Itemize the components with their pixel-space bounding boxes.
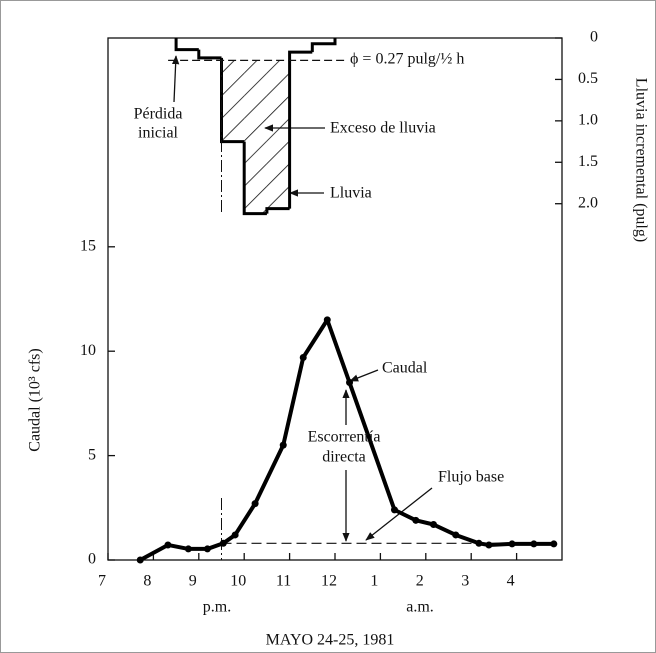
discharge-point: [346, 379, 354, 387]
discharge-point: [184, 545, 192, 553]
x-tick-label: 12: [321, 573, 337, 590]
y-tick-label: 0: [88, 551, 96, 568]
x-tick-label: 3: [461, 573, 469, 590]
excess-hatch: [221, 60, 245, 142]
excess-hatch: [266, 60, 290, 209]
discharge-point: [136, 556, 144, 564]
phi-label: ϕ = 0.27 pulg/½ h: [350, 51, 464, 68]
discharge-point: [323, 316, 331, 324]
rain-step: [265, 207, 290, 214]
annotation: Pérdida: [134, 106, 183, 123]
rain-step: [310, 38, 337, 53]
discharge-point: [452, 531, 460, 539]
x-tick-label: 10: [230, 573, 246, 590]
x-tick-label: 1: [370, 573, 378, 590]
y2-tick-label: 2.0: [578, 194, 598, 211]
y2-tick-label: 0.5: [578, 70, 598, 87]
y-tick-label: 10: [80, 342, 96, 359]
discharge-point: [485, 541, 493, 549]
discharge-point: [219, 539, 227, 547]
discharge-point: [231, 531, 239, 539]
y2-axis-label: Lluvia incremental (pulg): [632, 78, 649, 242]
annotation: Lluvia: [330, 185, 372, 202]
y2-tick-label: 1.0: [578, 112, 598, 129]
rain-step: [174, 38, 199, 52]
discharge-point: [279, 441, 287, 449]
x-tick-label: 11: [276, 573, 291, 590]
discharge-point: [475, 539, 483, 547]
discharge-point: [203, 545, 211, 553]
y-tick-label: 15: [80, 237, 96, 254]
annotation: Escorrentía: [308, 429, 381, 446]
y2-tick-label: 1.5: [578, 153, 598, 170]
discharge-point: [164, 541, 172, 549]
discharge-point: [530, 540, 538, 548]
x-axis-label: MAYO 24-25, 1981: [266, 632, 395, 649]
annotation: directa: [322, 449, 366, 466]
annotation: a.m.: [406, 599, 434, 616]
annotation: p.m.: [203, 599, 231, 616]
discharge-point: [412, 516, 420, 524]
x-tick-label: 8: [143, 573, 151, 590]
y-tick-label: 5: [88, 446, 96, 463]
discharge-point: [299, 353, 307, 361]
annotation: Flujo base: [438, 469, 504, 486]
y2-tick-label: 0: [590, 29, 598, 46]
x-tick-label: 2: [416, 573, 424, 590]
rain-step: [288, 50, 313, 209]
excess-hatch: [244, 60, 267, 214]
rain-step: [197, 49, 222, 60]
x-tick-label: 4: [507, 573, 515, 590]
discharge-point: [508, 540, 516, 548]
rain-step: [242, 141, 267, 216]
y-axis-label: Caudal (10³ cfs): [27, 348, 44, 451]
discharge-point: [430, 521, 438, 529]
discharge-point: [251, 500, 259, 508]
discharge-point: [550, 540, 558, 548]
annotation: inicial: [138, 125, 179, 142]
annotation: Exceso de lluvia: [330, 120, 436, 137]
annotation: Caudal: [382, 360, 428, 377]
x-tick-label: 7: [98, 573, 106, 590]
discharge-point: [390, 506, 398, 514]
x-tick-label: 9: [189, 573, 197, 590]
